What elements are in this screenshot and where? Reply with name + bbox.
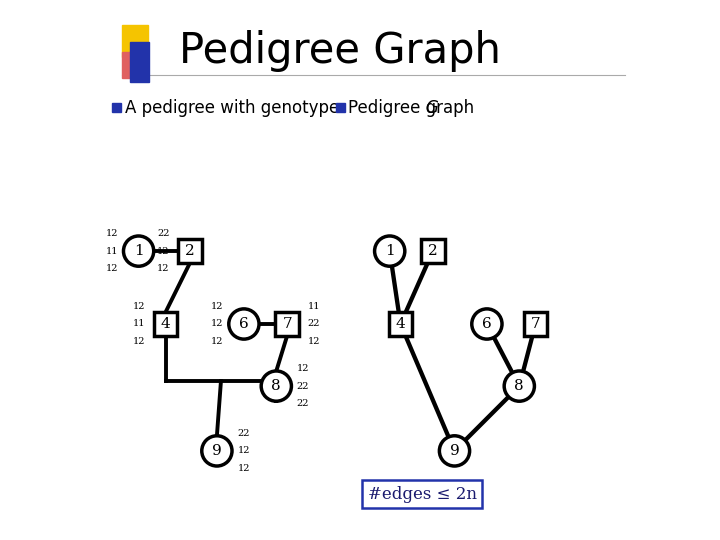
Text: Pedigree Graph: Pedigree Graph	[179, 30, 501, 72]
Text: A pedigree with genotype: A pedigree with genotype	[125, 99, 339, 117]
FancyBboxPatch shape	[275, 312, 299, 336]
Text: #edges ≤ 2n: #edges ≤ 2n	[368, 485, 477, 503]
Bar	[122, 52, 140, 78]
Text: 12: 12	[132, 302, 145, 310]
Circle shape	[374, 236, 405, 266]
Text: 12: 12	[211, 302, 223, 310]
Text: 22: 22	[157, 229, 169, 238]
Text: 11: 11	[132, 320, 145, 328]
FancyBboxPatch shape	[178, 239, 202, 263]
Text: G: G	[426, 99, 438, 117]
Bar	[122, 25, 148, 57]
Text: 7: 7	[282, 317, 292, 331]
Bar	[112, 103, 121, 112]
Text: 12: 12	[211, 320, 223, 328]
FancyBboxPatch shape	[421, 239, 445, 263]
Circle shape	[202, 436, 232, 466]
Text: 12: 12	[238, 464, 250, 473]
Text: 9: 9	[449, 444, 459, 458]
FancyBboxPatch shape	[523, 312, 547, 336]
Text: 4: 4	[161, 317, 171, 331]
Text: 1: 1	[134, 244, 143, 258]
Text: 8: 8	[515, 379, 524, 393]
Circle shape	[261, 371, 292, 401]
Text: 12: 12	[106, 265, 118, 273]
Circle shape	[229, 309, 259, 339]
Text: 12: 12	[106, 229, 118, 238]
Text: 6: 6	[482, 317, 492, 331]
Text: 12: 12	[238, 447, 250, 455]
Text: 12: 12	[297, 364, 310, 373]
Text: 2: 2	[428, 244, 438, 258]
Text: 2: 2	[185, 244, 195, 258]
Bar	[130, 42, 150, 82]
Text: 11: 11	[106, 247, 118, 255]
Text: 12: 12	[307, 338, 320, 346]
Text: 9: 9	[212, 444, 222, 458]
Bar	[336, 103, 345, 112]
Circle shape	[504, 371, 534, 401]
Text: 22: 22	[307, 320, 320, 328]
Text: 12: 12	[132, 338, 145, 346]
Circle shape	[439, 436, 469, 466]
Text: 22: 22	[238, 429, 250, 437]
Text: 7: 7	[531, 317, 540, 331]
Text: Pedigree graph: Pedigree graph	[348, 99, 480, 117]
Circle shape	[124, 236, 154, 266]
Text: 8: 8	[271, 379, 281, 393]
Circle shape	[472, 309, 502, 339]
Text: 1: 1	[384, 244, 395, 258]
Text: 11: 11	[307, 302, 320, 310]
Text: 22: 22	[297, 400, 310, 408]
Text: 4: 4	[395, 317, 405, 331]
FancyBboxPatch shape	[154, 312, 178, 336]
Text: 22: 22	[297, 382, 310, 390]
Text: 12: 12	[157, 265, 169, 273]
Text: 6: 6	[239, 317, 249, 331]
FancyBboxPatch shape	[389, 312, 413, 336]
Text: 12: 12	[211, 338, 223, 346]
Text: 12: 12	[157, 247, 169, 255]
